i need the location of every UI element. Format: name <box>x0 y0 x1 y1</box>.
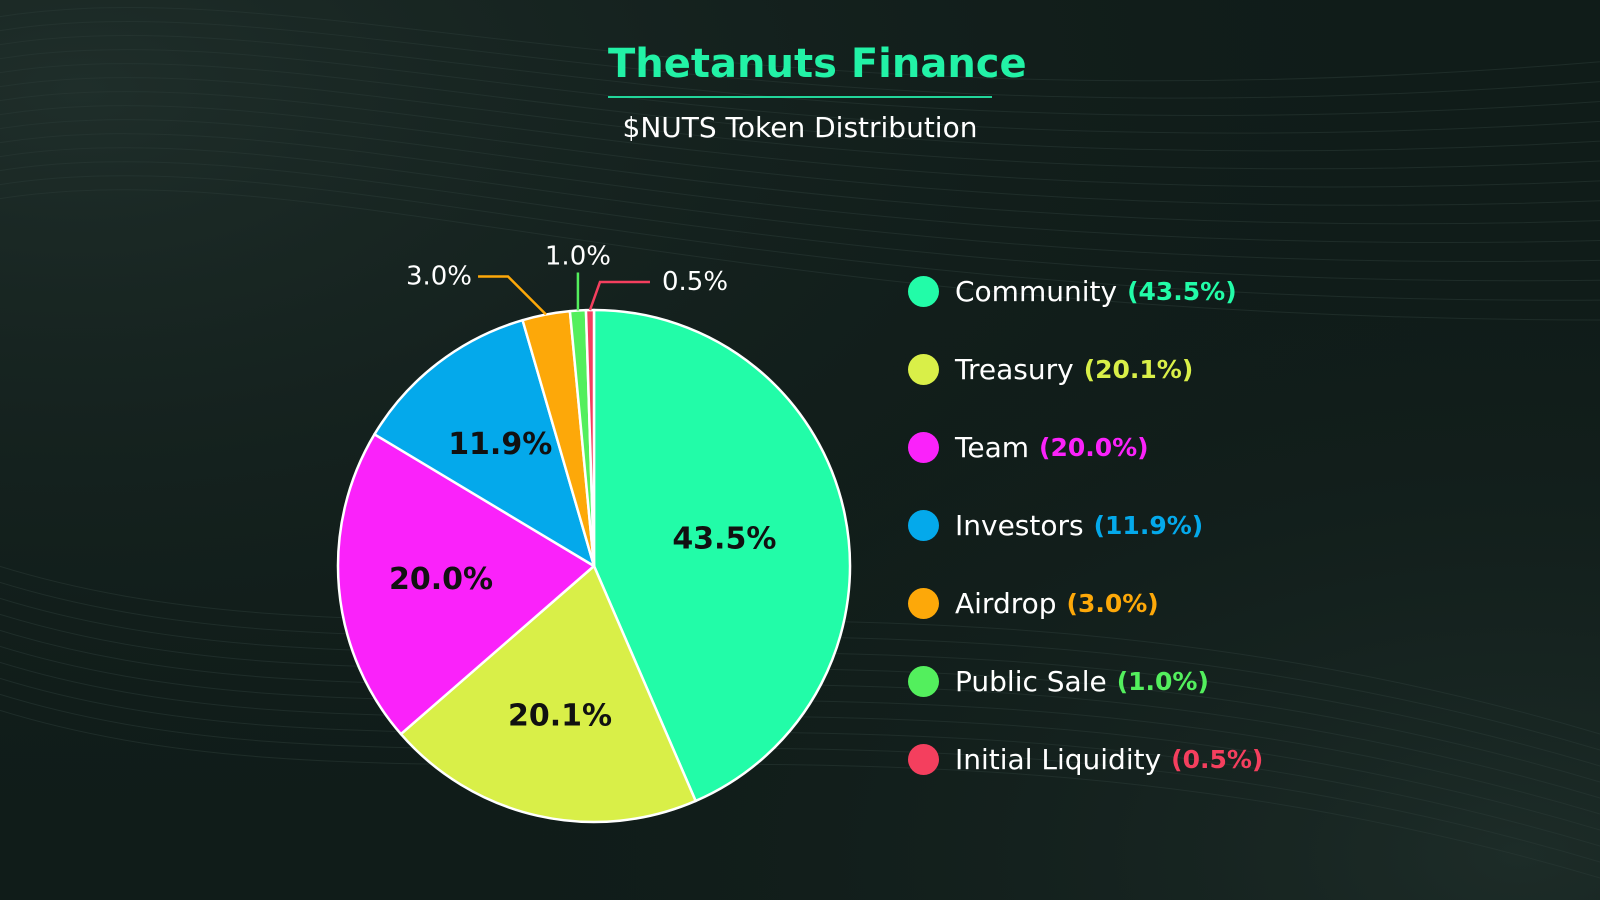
legend-item-investors: Investors (11.9%) <box>908 506 1508 584</box>
pie-slice-community <box>592 308 852 803</box>
data-label-public-sale: 1.0% <box>545 242 611 272</box>
legend-label-initial-liquidity: Initial Liquidity <box>955 743 1162 776</box>
background-wave-line <box>0 133 1600 244</box>
background-wave-line <box>0 49 1600 134</box>
legend-item-treasury: Treasury (20.1%) <box>908 350 1508 428</box>
legend-label-team: Team <box>955 431 1030 464</box>
legend-item-public-sale: Public Sale (1.0%) <box>908 662 1508 740</box>
background-wave-line <box>0 91 1600 188</box>
leader-line-airdrop <box>478 275 547 316</box>
legend-pct-airdrop: (3.0%) <box>1066 589 1159 618</box>
title-divider <box>608 96 992 98</box>
legend-label-airdrop: Airdrop <box>955 587 1057 620</box>
chart-legend: Community (43.5%) Treasury (20.1%) Team … <box>908 272 1508 818</box>
legend-label-treasury: Treasury <box>955 353 1074 386</box>
background-wave-line <box>0 77 1600 170</box>
legend-item-airdrop: Airdrop (3.0%) <box>908 584 1508 662</box>
data-label-treasury: 20.1% <box>508 698 612 733</box>
page-title: Thetanuts Finance <box>608 41 1027 87</box>
background-wave-line <box>0 63 1600 152</box>
legend-swatch-treasury <box>908 354 939 385</box>
legend-pct-team: (20.0%) <box>1039 433 1149 462</box>
pie-slice-investors <box>373 318 596 568</box>
header: Thetanuts Finance $NUTS Token Distributi… <box>608 36 1027 148</box>
legend-swatch-investors <box>908 510 939 541</box>
leader-line-initial-liquidity <box>588 280 650 311</box>
legend-pct-investors: (11.9%) <box>1093 511 1204 540</box>
data-label-team: 20.0% <box>389 562 493 597</box>
data-label-community: 43.5% <box>672 522 776 557</box>
legend-label-investors: Investors <box>955 509 1084 542</box>
data-label-investors: 11.9% <box>448 427 552 462</box>
legend-item-initial-liquidity: Initial Liquidity (0.5%) <box>908 740 1508 818</box>
pie-slice-treasury <box>399 564 697 824</box>
background-wave-line <box>0 35 1600 117</box>
legend-label-public-sale: Public Sale <box>955 665 1107 698</box>
legend-pct-treasury: (20.1%) <box>1083 355 1194 384</box>
page-subtitle: $NUTS Token Distribution <box>622 111 978 144</box>
background-wave-line <box>0 189 1600 321</box>
legend-pct-public-sale: (1.0%) <box>1116 667 1209 696</box>
background-wave-line <box>0 175 1600 301</box>
legend-swatch-public-sale <box>908 666 939 697</box>
data-label-airdrop: 3.0% <box>406 262 472 292</box>
legend-pct-initial-liquidity: (0.5%) <box>1171 745 1264 774</box>
legend-swatch-team <box>908 432 939 463</box>
background-wave-line <box>0 7 1600 82</box>
legend-swatch-airdrop <box>908 588 939 619</box>
background-wave-line <box>0 147 1600 263</box>
legend-swatch-community <box>908 276 939 307</box>
legend-item-team: Team (20.0%) <box>908 428 1508 506</box>
data-label-initial-liquidity: 0.5% <box>662 267 728 297</box>
background-wave-line <box>0 21 1600 99</box>
background-wave-line <box>0 119 1600 225</box>
background-wave-line <box>0 161 1600 282</box>
pie-slice-team <box>336 433 596 736</box>
legend-item-community: Community (43.5%) <box>908 272 1508 350</box>
background-wave-line <box>0 105 1600 206</box>
legend-pct-community: (43.5%) <box>1127 277 1237 306</box>
legend-label-community: Community <box>955 275 1118 308</box>
legend-swatch-initial-liquidity <box>908 744 939 775</box>
